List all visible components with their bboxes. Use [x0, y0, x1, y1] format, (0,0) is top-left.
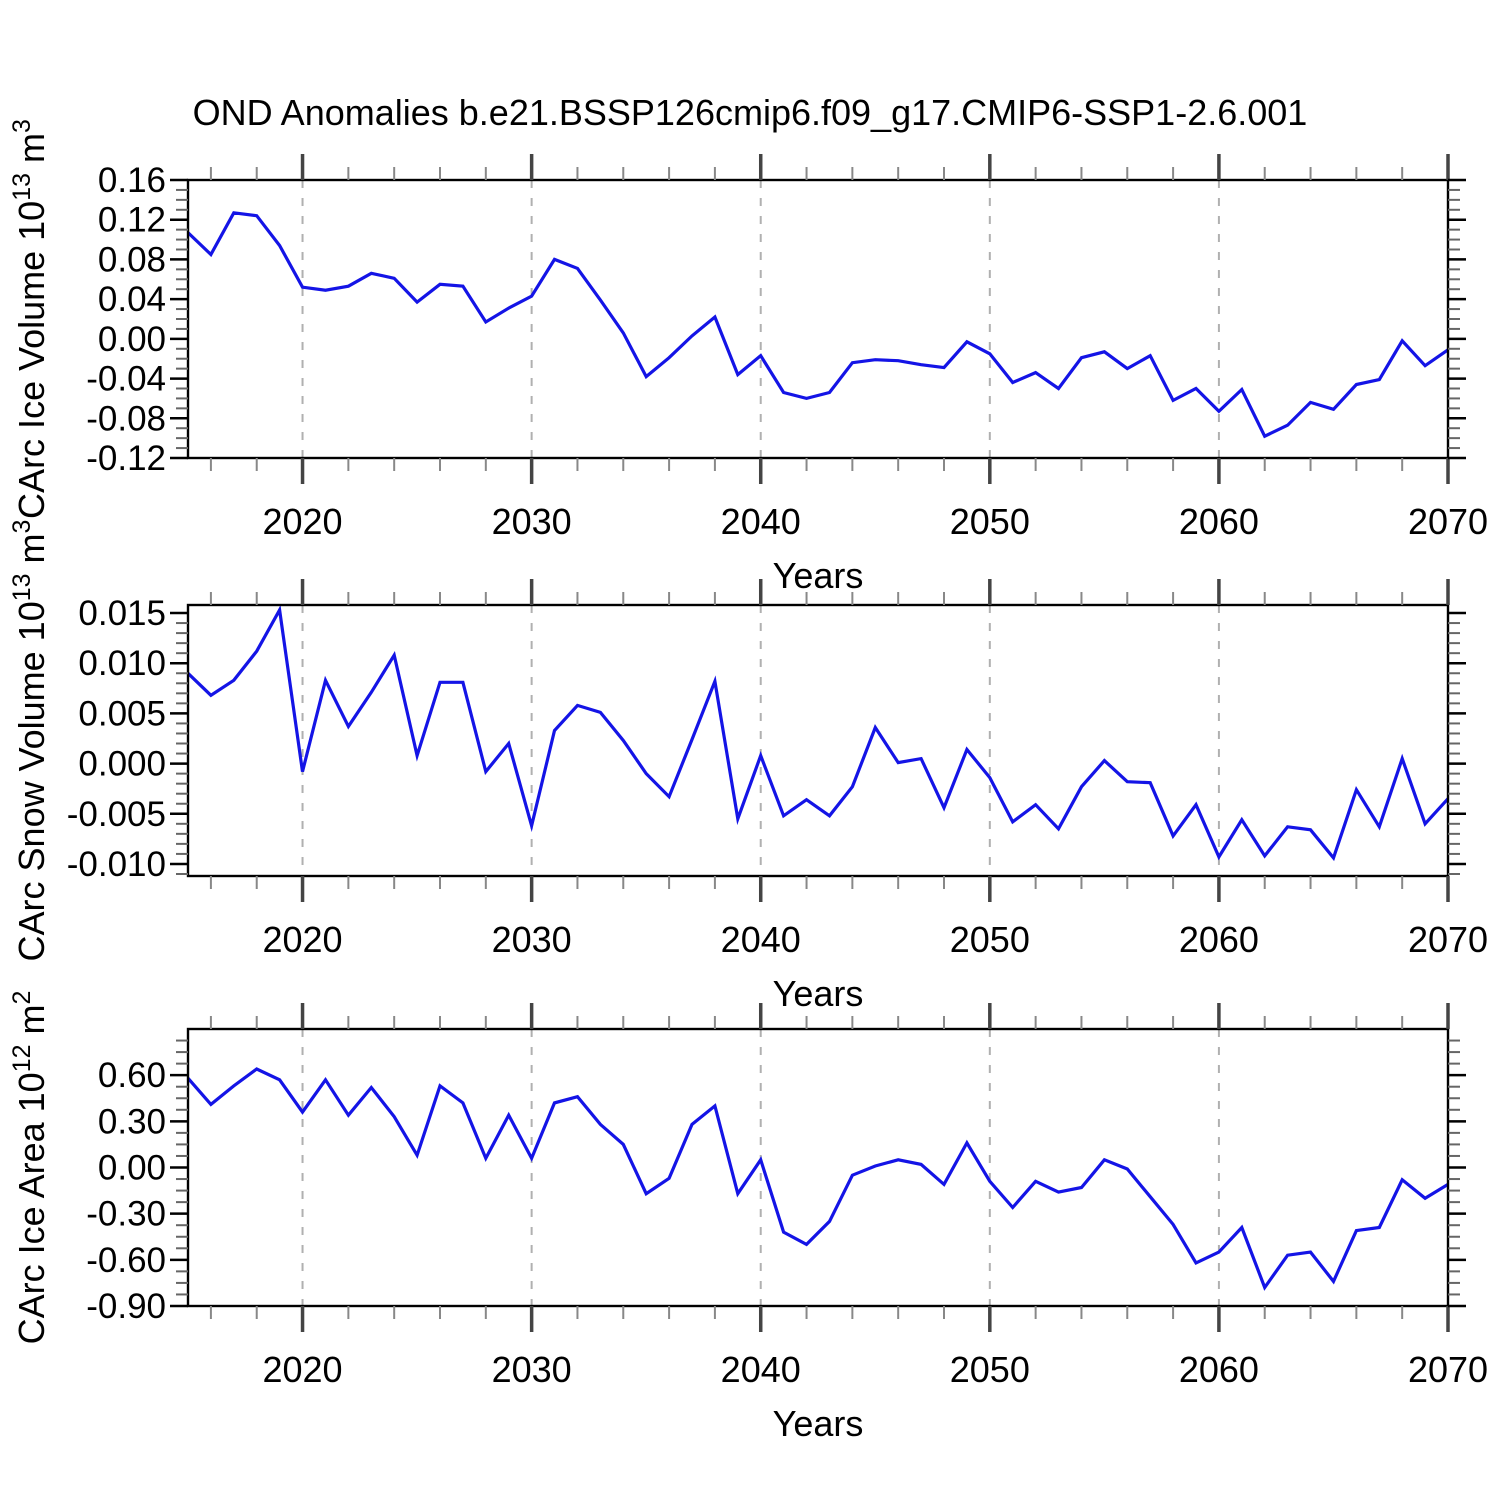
x-tick-label: 2030 [492, 919, 572, 960]
y-tick-label: 0.30 [98, 1102, 166, 1141]
x-tick-label: 2040 [721, 1349, 801, 1390]
x-tick-label: 2060 [1179, 919, 1259, 960]
y-tick-label: 0.12 [98, 201, 166, 240]
y-tick-label: -0.08 [86, 399, 166, 438]
x-tick-label: 2050 [950, 1349, 1030, 1390]
y-tick-label: 0.00 [98, 320, 166, 359]
x-tick-label: 2040 [721, 501, 801, 542]
y-tick-label: 0.16 [98, 161, 166, 200]
x-tick-label: 2030 [492, 501, 572, 542]
x-tick-label: 2030 [492, 1349, 572, 1390]
panel-frame [186, 603, 1450, 878]
x-tick-label: 2050 [950, 501, 1030, 542]
panel-frame [186, 1027, 1450, 1308]
y-tick-label: 0.010 [78, 644, 166, 683]
y-axis-label: CArc Ice Area 1012​ m2​ [8, 991, 52, 1345]
y-tick-label: -0.04 [86, 360, 166, 399]
x-axis-caption: Years [773, 1403, 864, 1444]
y-tick-label: 0.60 [98, 1056, 166, 1095]
y-tick-label: 0.04 [98, 280, 166, 319]
y-axis-label: CArc Snow Volume 1013​ m3​ [8, 520, 52, 962]
panel-3-data-line [186, 1067, 1449, 1291]
panel-2-data-line [186, 605, 1450, 862]
y-tick-label: -0.90 [86, 1287, 166, 1326]
x-tick-label: 2040 [721, 919, 801, 960]
x-tick-label: 2060 [1179, 501, 1259, 542]
y-tick-label: 0.08 [98, 240, 166, 279]
y-axis-label: CArc Ice Volume 1013​ m3​ [8, 119, 52, 519]
y-tick-label: 0.000 [78, 745, 166, 784]
x-tick-label: 2020 [262, 501, 342, 542]
panel-frame [186, 178, 1450, 460]
chart-title: OND Anomalies b.e21.BSSP126cmip6.f09_g17… [192, 92, 1308, 133]
y-tick-label: -0.30 [86, 1195, 166, 1234]
x-axis-caption: Years [773, 973, 864, 1014]
y-tick-label: -0.005 [67, 795, 166, 834]
x-tick-label: 2020 [262, 1349, 342, 1390]
y-tick-label: 0.015 [78, 594, 166, 633]
x-tick-label: 2050 [950, 919, 1030, 960]
x-tick-label: 2020 [262, 919, 342, 960]
x-tick-label: 2060 [1179, 1349, 1259, 1390]
y-tick-label: -0.60 [86, 1241, 166, 1280]
x-tick-label: 2070 [1408, 919, 1488, 960]
y-tick-label: -0.12 [86, 439, 166, 478]
x-tick-label: 2070 [1408, 1349, 1488, 1390]
y-tick-label: 0.00 [98, 1149, 166, 1188]
y-tick-label: 0.005 [78, 694, 166, 733]
x-axis-caption: Years [773, 555, 864, 596]
y-tick-label: -0.010 [67, 845, 166, 884]
panel-1-data-line [186, 211, 1449, 439]
x-tick-label: 2070 [1408, 501, 1488, 542]
